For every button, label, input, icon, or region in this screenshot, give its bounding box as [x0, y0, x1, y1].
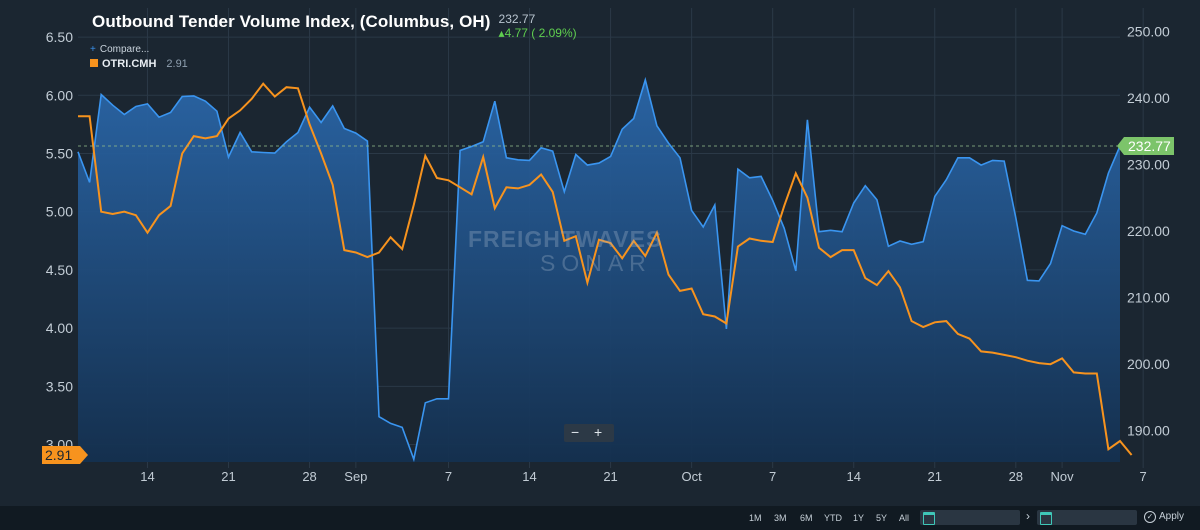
left-value-tag — [42, 446, 88, 465]
price-change-text: 4.77 ( 2.09%) — [504, 26, 577, 40]
left-value-tag-text: 2.91 — [45, 447, 72, 463]
x-tick-label: 28 — [302, 469, 316, 484]
x-tick-label: 14 — [140, 469, 154, 484]
zoom-in-button[interactable]: + — [594, 424, 603, 440]
x-tick-label: 7 — [769, 469, 776, 484]
calendar-icon — [1040, 512, 1052, 525]
legend-series-name: OTRI.CMH — [102, 58, 157, 70]
chart-header: Outbound Tender Volume Index, (Columbus,… — [92, 12, 577, 40]
right-price-tag — [1117, 136, 1174, 155]
range-button-all[interactable]: All — [899, 513, 910, 523]
x-tick-label: 21 — [221, 469, 235, 484]
price-block: 232.77 ▴4.77 ( 2.09%) — [499, 12, 577, 40]
range-button-ytd[interactable]: YTD — [824, 513, 842, 523]
left-y-tick-label: 5.00 — [46, 204, 73, 220]
apply-label: Apply — [1159, 511, 1185, 522]
right-y-tick-label: 200.00 — [1127, 356, 1170, 372]
watermark-freightwaves: FREIGHTWAVES — [468, 226, 663, 252]
right-y-tick-label: 210.00 — [1127, 290, 1170, 306]
x-tick-label: Oct — [682, 469, 703, 484]
price-change: ▴4.77 ( 2.09%) — [499, 26, 577, 40]
range-button-5y[interactable]: 5Y — [876, 513, 888, 523]
otri-line — [78, 82, 1133, 456]
x-tick-label: Sep — [344, 469, 367, 484]
apply-button[interactable]: ✓ Apply — [1144, 511, 1184, 523]
left-y-tick-label: 4.50 — [46, 262, 73, 278]
calendar-icon — [923, 512, 935, 525]
compare-label: Compare... — [99, 44, 150, 55]
chart-title: Outbound Tender Volume Index, (Columbus,… — [92, 12, 491, 31]
right-y-tick-label: 240.00 — [1127, 90, 1170, 106]
chevron-right-icon: › — [1026, 509, 1030, 523]
left-y-tick-label: 6.50 — [46, 29, 73, 45]
legend: + Compare... OTRI.CMH 2.91 — [90, 44, 188, 70]
x-tick-label: 7 — [1140, 469, 1147, 484]
left-y-tick-label: 4.00 — [46, 320, 73, 336]
compare-button[interactable]: + Compare... — [90, 44, 188, 55]
right-y-tick-label: 230.00 — [1127, 156, 1170, 172]
start-date-input[interactable] — [920, 510, 1020, 525]
chart-svg: 14 21 28 Sep 7 14 21 Oct 7 14 21 28 Nov 7 6.50 6.00 5.50… — [42, 8, 1174, 484]
right-y-tick-label: 250.00 — [1127, 23, 1170, 39]
x-tick-label: 14 — [522, 469, 536, 484]
x-tick-label: 21 — [603, 469, 617, 484]
x-tick-label: Nov — [1051, 469, 1075, 484]
zoom-control: − + — [564, 424, 614, 442]
series-color-swatch — [90, 59, 98, 67]
check-icon: ✓ — [1144, 511, 1156, 523]
right-price-tag-text: 232.77 — [1128, 138, 1171, 154]
x-tick-label: 7 — [445, 469, 452, 484]
plus-icon: + — [90, 44, 96, 55]
watermark-sonar: SONAR — [540, 250, 652, 276]
volume-index-line — [77, 76, 1121, 463]
legend-series-value: 2.91 — [166, 58, 188, 70]
left-y-tick-label: 5.50 — [46, 146, 73, 162]
right-y-tick-label: 220.00 — [1127, 223, 1170, 239]
range-button-3m[interactable]: 3M — [774, 513, 787, 523]
range-button-6m[interactable]: 6M — [800, 513, 813, 523]
range-button-1m[interactable]: 1M — [749, 513, 762, 523]
current-price: 232.77 — [498, 12, 536, 26]
up-arrow-icon: ▴ — [498, 26, 505, 40]
x-tick-label: 28 — [1009, 469, 1023, 484]
x-tick-label: 21 — [928, 469, 942, 484]
footer-bar — [0, 506, 1200, 530]
left-y-tick-label: 3.50 — [46, 378, 73, 394]
left-y-tick-label: 6.00 — [46, 87, 73, 103]
legend-item-otri[interactable]: OTRI.CMH 2.91 — [90, 58, 188, 70]
right-y-tick-label: 190.00 — [1127, 423, 1170, 439]
range-button-1y[interactable]: 1Y — [853, 513, 865, 523]
volume-index-area — [78, 79, 1120, 463]
zoom-out-button[interactable]: − — [571, 424, 580, 440]
end-date-input[interactable] — [1037, 510, 1137, 525]
x-tick-label: 14 — [846, 469, 860, 484]
